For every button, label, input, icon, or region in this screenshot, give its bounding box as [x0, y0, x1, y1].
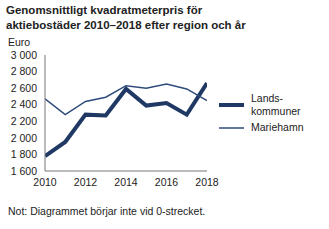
svg-text:3 000: 3 000	[11, 49, 37, 61]
svg-text:2012: 2012	[74, 176, 98, 188]
svg-text:2 400: 2 400	[11, 98, 37, 110]
svg-text:1 600: 1 600	[11, 165, 37, 177]
html-text:Not: Diagrammet börjar inte vi: Not: Diagrammet börjar inte vid 0-streck…	[8, 205, 206, 217]
svg-text:2010: 2010	[33, 176, 57, 188]
html-text:Genomsnittligt kvadratmeterpri: Genomsnittligt kvadratmeterpris för akti…	[6, 4, 246, 31]
svg-text:1 800: 1 800	[11, 148, 37, 160]
svg-text:2 000: 2 000	[11, 132, 37, 144]
html-text:Mariehamn: Mariehamn	[251, 121, 304, 133]
svg-text:2 800: 2 800	[11, 65, 37, 77]
svg-text:2 200: 2 200	[11, 115, 37, 127]
svg-text:2 600: 2 600	[11, 82, 37, 94]
svg-text:2016: 2016	[155, 176, 179, 188]
svg-text:2018: 2018	[195, 176, 219, 188]
html-text:kommuner: kommuner	[251, 105, 301, 117]
html-text:Lands-: Lands-	[251, 92, 284, 104]
svg-text:2014: 2014	[114, 176, 138, 188]
html-text:Euro: Euro	[8, 36, 31, 48]
